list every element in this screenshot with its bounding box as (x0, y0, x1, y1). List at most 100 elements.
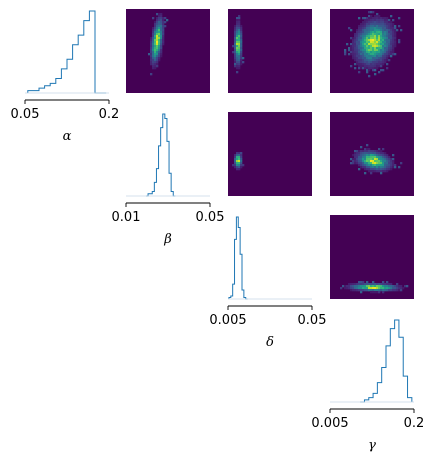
density-cell (238, 15, 241, 18)
density-cell (158, 39, 161, 42)
density-cell (366, 150, 369, 153)
density-cell (372, 285, 375, 288)
density-cell (360, 160, 363, 163)
density-cell (370, 21, 373, 24)
density-cell (388, 51, 391, 54)
density-cell (382, 287, 385, 290)
density-cell (352, 49, 355, 52)
density-cell (376, 61, 379, 64)
density-cell (366, 154, 369, 157)
density-cell (390, 55, 393, 58)
density-cell (352, 160, 355, 163)
density-cell (382, 160, 385, 163)
density-cell (368, 289, 371, 292)
density-cell (354, 53, 357, 56)
density-cell (370, 55, 373, 58)
density-cell (364, 285, 367, 288)
density-cell (234, 164, 237, 167)
density-cell (392, 51, 395, 54)
density-cell (358, 35, 361, 38)
density-cell (156, 65, 159, 68)
density-cell (382, 23, 385, 26)
density-cell (382, 35, 385, 38)
density-cell (374, 55, 377, 58)
density-cell (364, 158, 367, 161)
density-cell (384, 285, 387, 288)
density-cell (238, 61, 241, 64)
density-cell (390, 158, 393, 161)
density-cell (358, 51, 361, 54)
density-cell (366, 160, 369, 163)
density-cell (366, 37, 369, 40)
density-cell (354, 47, 357, 50)
density-cell (394, 289, 397, 292)
density-cell (148, 53, 151, 56)
density-cell (240, 35, 243, 38)
density-cell (392, 39, 395, 42)
density-cell (392, 158, 395, 161)
density-cell (362, 23, 365, 26)
density-cell (360, 33, 363, 36)
density-cell (382, 168, 385, 171)
density-cell (360, 23, 363, 26)
density-cell (388, 289, 391, 292)
density-cell (352, 283, 355, 286)
density-cell (364, 35, 367, 38)
density-cell (382, 291, 385, 294)
density-cell (370, 33, 373, 36)
density-cell (372, 39, 375, 42)
density-cell (366, 35, 369, 38)
density-cell (366, 285, 369, 288)
density-cell (358, 47, 361, 50)
density-cell (384, 158, 387, 161)
density-cell (356, 150, 359, 153)
density-cell (378, 148, 381, 151)
density-cell (392, 29, 395, 32)
density-cell (390, 166, 393, 169)
density-cell (156, 33, 159, 36)
density-cell (370, 17, 373, 20)
x-tick-label: 0.2 (404, 416, 425, 431)
density-cell (360, 63, 363, 66)
density-cell (152, 43, 155, 46)
density-cell (388, 285, 391, 288)
density-cell (158, 21, 161, 24)
density-cell (354, 63, 357, 66)
density-cell (374, 51, 377, 54)
density-cell (366, 289, 369, 292)
density-cell (152, 61, 155, 64)
density-cell (160, 13, 163, 16)
density-cell (378, 170, 381, 173)
density-cell (374, 41, 377, 44)
density-cell (390, 41, 393, 44)
density-cell (352, 45, 355, 48)
density-cell (360, 166, 363, 169)
density-cell (154, 57, 157, 60)
density-cell (364, 168, 367, 171)
density-cell (360, 25, 363, 28)
density-cell (360, 39, 363, 42)
density-cell (390, 15, 393, 18)
density-cell (368, 19, 371, 22)
density-cell (360, 59, 363, 62)
density-cell (366, 41, 369, 44)
density-cell (382, 53, 385, 56)
histogram-line-δ (228, 216, 248, 300)
density-cell (158, 37, 161, 40)
density-cell (362, 285, 365, 288)
density-cell (234, 65, 237, 68)
density-cell (380, 61, 383, 64)
density-cell (240, 27, 243, 30)
density-cell (370, 11, 373, 14)
density-cell (152, 53, 155, 56)
density-cell (150, 55, 153, 58)
density-cell (154, 35, 157, 38)
density-cell (156, 55, 159, 58)
density-cell (396, 29, 399, 32)
density-cell (384, 35, 387, 38)
density-cell (364, 25, 367, 28)
density-cell (364, 57, 367, 60)
density-cell (378, 35, 381, 38)
density-cell (154, 55, 157, 58)
density-cell (240, 160, 243, 163)
